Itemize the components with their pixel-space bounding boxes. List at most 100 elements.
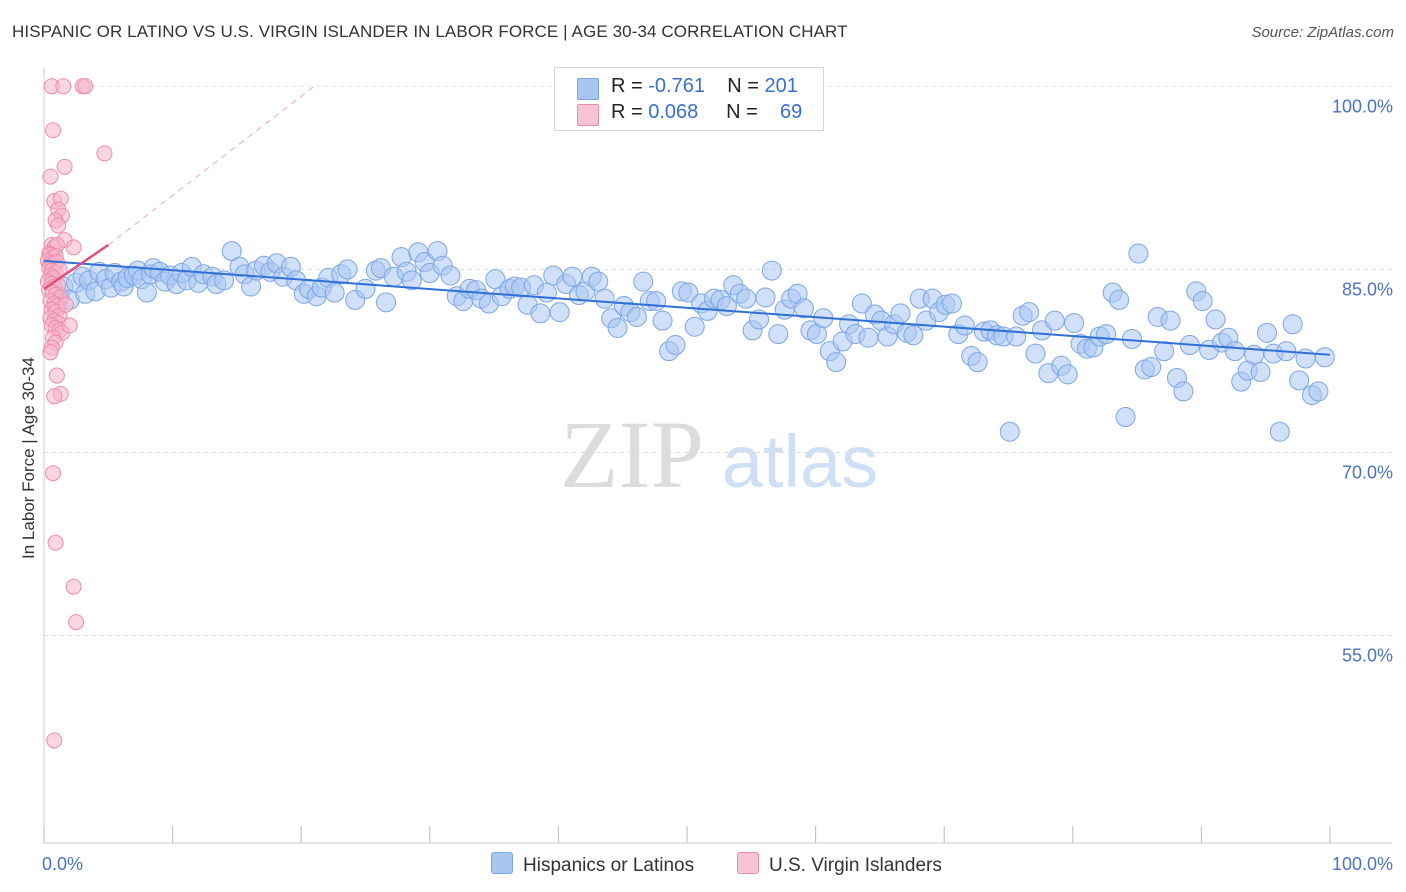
y-tick-label: 85.0% xyxy=(1342,279,1393,299)
series-hispanics-points xyxy=(46,241,1335,442)
stats-n-value: 69 xyxy=(780,101,803,123)
point-hispanic xyxy=(337,259,358,280)
point-hispanic xyxy=(355,278,376,299)
point-hispanic xyxy=(954,315,975,336)
stats-n-label: N = xyxy=(726,101,758,123)
point-hispanic xyxy=(1019,302,1040,323)
stats-r-value: -0.761 xyxy=(648,75,705,97)
point-virgin-islander xyxy=(65,239,82,256)
point-hispanic xyxy=(652,310,673,331)
point-hispanic xyxy=(1044,310,1065,331)
point-hispanic xyxy=(626,306,647,327)
point-hispanic xyxy=(768,324,789,345)
point-hispanic xyxy=(851,293,872,314)
point-hispanic xyxy=(376,292,397,313)
point-hispanic xyxy=(736,288,757,309)
chart-source: Source: ZipAtlas.com xyxy=(1251,24,1394,41)
y-tick-label: 70.0% xyxy=(1342,462,1393,482)
axes xyxy=(43,68,1392,844)
legend-label-hispanics: Hispanics or Latinos xyxy=(523,855,695,876)
point-hispanic xyxy=(536,282,557,303)
stats-swatch-virgin-islanders xyxy=(577,104,599,126)
watermark-atlas: atlas xyxy=(722,420,878,503)
point-virgin-islander xyxy=(61,317,78,334)
point-virgin-islander xyxy=(45,465,62,482)
point-virgin-islander xyxy=(77,78,94,95)
point-hispanic xyxy=(549,302,570,323)
stats-n-value: 201 xyxy=(764,75,798,97)
point-hispanic xyxy=(1314,347,1335,368)
point-hispanic xyxy=(755,287,776,308)
watermark: ZIP atlas xyxy=(560,401,878,508)
point-hispanic xyxy=(1057,364,1078,385)
point-hispanic xyxy=(1173,381,1194,402)
point-virgin-islander xyxy=(42,344,59,361)
stats-swatch-hispanics xyxy=(577,78,599,100)
point-hispanic xyxy=(530,303,551,324)
chart-title: HISPANIC OR LATINO VS U.S. VIRGIN ISLAND… xyxy=(12,22,848,41)
point-hispanic xyxy=(684,316,705,337)
point-virgin-islander xyxy=(68,614,85,631)
point-hispanic xyxy=(1141,357,1162,378)
point-virgin-islander xyxy=(55,78,72,95)
trend-lines xyxy=(43,85,1331,356)
point-hispanic xyxy=(633,271,654,292)
point-virgin-islander xyxy=(65,578,82,595)
legend-item-virgin-islanders[interactable]: U.S. Virgin Islanders xyxy=(737,852,942,877)
point-hispanic xyxy=(941,293,962,314)
stats-r-value: 0.068 xyxy=(648,101,699,123)
point-hispanic xyxy=(221,241,242,262)
legend-swatch-hispanics xyxy=(491,852,513,874)
point-hispanic xyxy=(1109,289,1130,310)
point-hispanic xyxy=(136,282,157,303)
point-virgin-islander xyxy=(46,732,63,749)
legend-swatch-virgin-islanders xyxy=(737,852,759,874)
point-hispanic xyxy=(1025,343,1046,364)
point-virgin-islander xyxy=(47,534,64,551)
stats-r-label: R = xyxy=(611,75,643,97)
point-hispanic xyxy=(1205,309,1226,330)
y-tick-label: 100.0% xyxy=(1332,96,1393,116)
point-hispanic xyxy=(678,282,699,303)
point-hispanic xyxy=(440,265,461,286)
point-hispanic xyxy=(1250,361,1271,382)
tick-labels: 100.0% 85.0% 70.0% 55.0% 0.0% 100.0% xyxy=(42,96,1393,874)
point-hispanic xyxy=(903,325,924,346)
point-hispanic xyxy=(858,327,879,348)
point-hispanic xyxy=(588,271,609,292)
trend-extension-virgin-islanders xyxy=(107,85,315,246)
point-hispanic xyxy=(1154,341,1175,362)
point-hispanic xyxy=(794,298,815,319)
point-hispanic xyxy=(1282,314,1303,335)
point-hispanic xyxy=(607,317,628,338)
stats-box: R = -0.761 N = 201 R = 0.068 N = 69 xyxy=(554,67,824,131)
point-virgin-islander xyxy=(96,145,113,162)
point-hispanic xyxy=(1289,370,1310,391)
point-hispanic xyxy=(999,421,1020,442)
point-virgin-islander xyxy=(56,158,73,175)
point-virgin-islander xyxy=(45,122,62,139)
y-tick-label: 55.0% xyxy=(1342,646,1393,666)
point-hispanic xyxy=(214,270,235,291)
point-hispanic xyxy=(1115,407,1136,428)
watermark-zip: ZIP xyxy=(560,401,704,508)
legend: Hispanics or Latinos U.S. Virgin Islande… xyxy=(0,852,1406,878)
point-hispanic xyxy=(1064,313,1085,334)
point-virgin-islander xyxy=(50,217,67,234)
point-virgin-islander xyxy=(48,367,65,384)
stats-n-label: N = xyxy=(727,75,759,97)
point-virgin-islander xyxy=(46,388,63,405)
stats-r-label: R = xyxy=(611,101,643,123)
point-hispanic xyxy=(1096,324,1117,345)
legend-item-hispanics[interactable]: Hispanics or Latinos xyxy=(491,852,694,877)
gridlines xyxy=(44,85,1392,637)
point-hispanic xyxy=(324,282,345,303)
point-hispanic xyxy=(1128,243,1149,264)
point-virgin-islander xyxy=(42,168,59,185)
point-hispanic xyxy=(967,352,988,373)
point-hispanic xyxy=(1006,326,1027,347)
point-hispanic xyxy=(749,309,770,330)
trend-line-virgin-islanders xyxy=(43,243,110,290)
point-hispanic xyxy=(826,352,847,373)
